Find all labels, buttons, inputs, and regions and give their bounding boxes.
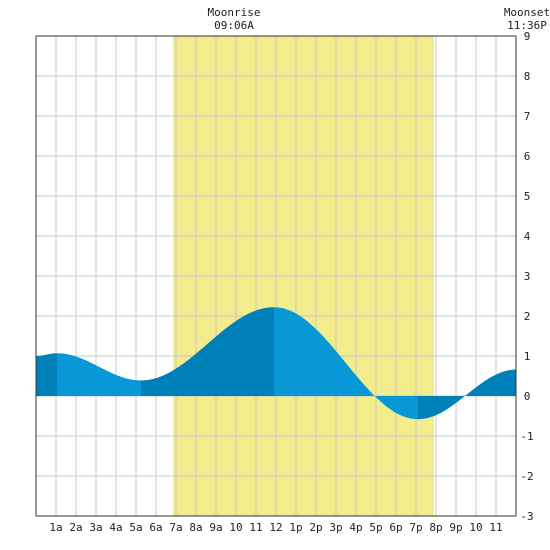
x-tick-label: 7p <box>409 521 422 534</box>
y-tick-label: 5 <box>524 190 531 203</box>
x-tick-label: 10 <box>469 521 482 534</box>
x-tick-label: 7a <box>169 521 182 534</box>
x-tick-label: 1p <box>289 521 302 534</box>
moonset-label: Moonset <box>504 6 550 19</box>
x-tick-label: 11 <box>249 521 262 534</box>
y-tick-label: 4 <box>524 230 531 243</box>
x-tick-label: 3p <box>329 521 342 534</box>
y-tick-label: 1 <box>524 350 531 363</box>
moonset-time: 11:36P <box>507 19 547 32</box>
moonrise-label: Moonrise <box>208 6 261 19</box>
y-tick-label: -3 <box>520 510 533 523</box>
grid <box>36 36 516 516</box>
x-tick-label: 6a <box>149 521 162 534</box>
x-tick-label: 4p <box>349 521 362 534</box>
x-tick-label: 2p <box>309 521 322 534</box>
tide-area-rising <box>141 307 274 396</box>
x-tick-label: 2a <box>69 521 82 534</box>
x-tick-label: 5a <box>129 521 142 534</box>
tide-area-falling <box>274 307 418 420</box>
x-tick-label: 9p <box>449 521 462 534</box>
y-tick-label: 2 <box>524 310 531 323</box>
tide-area-falling <box>57 353 141 396</box>
x-tick-label: 9a <box>209 521 222 534</box>
moonrise-time: 09:06A <box>214 19 254 32</box>
tide-area-rising <box>418 369 516 420</box>
x-tick-label: 1a <box>49 521 62 534</box>
y-tick-label: 3 <box>524 270 531 283</box>
tide-area-rising <box>36 353 57 396</box>
y-tick-label: 6 <box>524 150 531 163</box>
y-tick-label: 8 <box>524 70 531 83</box>
y-tick-label: 7 <box>524 110 531 123</box>
y-tick-label: -1 <box>520 430 533 443</box>
x-tick-label: 10 <box>229 521 242 534</box>
x-tick-label: 8p <box>429 521 442 534</box>
y-tick-label: 9 <box>524 30 531 43</box>
x-tick-label: 6p <box>389 521 402 534</box>
x-tick-label: 3a <box>89 521 102 534</box>
x-tick-label: 8a <box>189 521 202 534</box>
x-tick-label: 4a <box>109 521 122 534</box>
x-tick-label: 11 <box>489 521 502 534</box>
y-tick-label: -2 <box>520 470 533 483</box>
y-tick-label: 0 <box>524 390 531 403</box>
plot-border <box>35 35 517 517</box>
x-tick-label: 5p <box>369 521 382 534</box>
x-tick-label: 12 <box>269 521 282 534</box>
